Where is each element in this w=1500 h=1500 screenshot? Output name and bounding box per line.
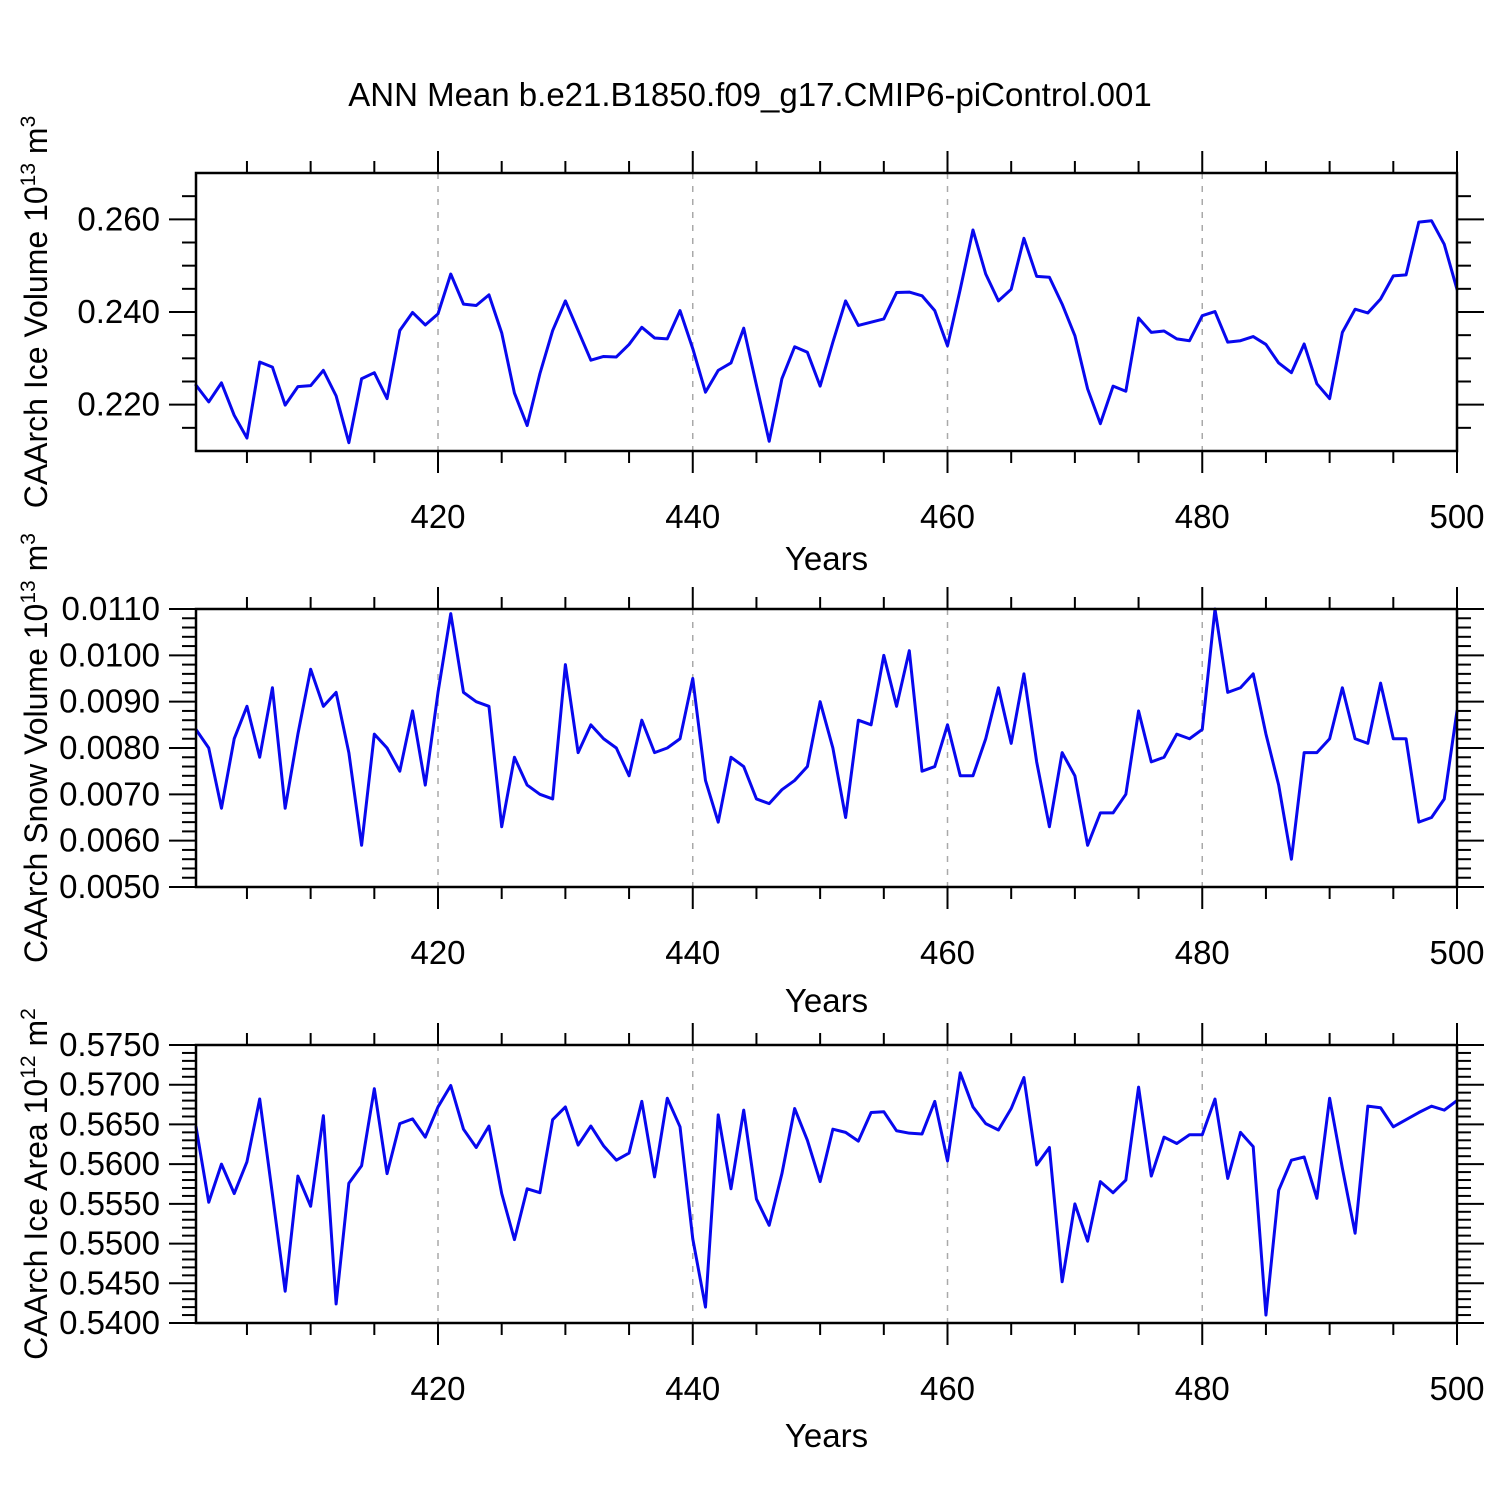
y-tick-label: 0.0060 <box>59 822 160 859</box>
y-ticks <box>169 195 1484 429</box>
plot-box <box>194 1043 1459 1325</box>
y-axis-title-unit-exponent: 3 <box>17 533 41 545</box>
y-tick-label: 0.5550 <box>59 1185 160 1222</box>
series-line <box>194 219 1459 445</box>
y-tick-label: 0.5450 <box>59 1264 160 1301</box>
x-tick-label: 440 <box>665 934 720 971</box>
x-tick-label: 420 <box>410 1370 465 1407</box>
x-ticks <box>245 1023 1458 1345</box>
y-tick-label: 0.5500 <box>59 1225 160 1262</box>
x-tick-label: 480 <box>1175 498 1230 535</box>
x-tick-label: 480 <box>1175 934 1230 971</box>
gridlines <box>437 1045 1204 1323</box>
x-ticks <box>245 151 1458 473</box>
x-tick-label: 420 <box>410 498 465 535</box>
gridlines <box>437 173 1204 451</box>
x-tick-label: 420 <box>410 934 465 971</box>
series-line <box>194 1071 1459 1317</box>
y-tick-label: 0.0090 <box>59 683 160 720</box>
x-tick-label: 500 <box>1429 1370 1484 1407</box>
y-ticks <box>169 608 1484 888</box>
x-tick-label: 440 <box>665 1370 720 1407</box>
y-tick-label: 0.0110 <box>62 590 160 627</box>
y-ticks <box>169 1044 1484 1324</box>
y-tick-label: 0.5600 <box>59 1145 160 1182</box>
y-tick-label: 0.0100 <box>59 636 160 673</box>
y-tick-label: 0.0070 <box>59 775 160 812</box>
y-axis-title-unit-exponent: 3 <box>17 115 41 128</box>
y-tick-label: 0.240 <box>77 293 160 330</box>
y-tick-label: 0.0050 <box>59 868 160 905</box>
x-tick-label: 500 <box>1429 934 1484 971</box>
x-tick-label: 440 <box>665 498 720 535</box>
y-tick-label: 0.220 <box>77 386 160 423</box>
x-tick-label: 460 <box>920 498 975 535</box>
series-line <box>194 607 1459 861</box>
y-tick-label: 0.0080 <box>59 729 160 766</box>
x-axis-title-snow-volume: Years <box>784 982 869 1019</box>
y-tick-label: 0.5400 <box>59 1304 160 1341</box>
x-axis-title-ice-area: Years <box>784 1417 869 1454</box>
y-tick-label: 0.5650 <box>59 1105 160 1142</box>
plot-ice-volume: 420 440 460 480 500 0.220 0.240 0.260 <box>77 151 1485 535</box>
x-tick-label: 460 <box>920 934 975 971</box>
x-tick-label: 480 <box>1175 1370 1230 1407</box>
plot-box <box>194 171 1459 453</box>
plot-snow-volume: 420 440 460 480 500 0.0050 0.0060 0.0070 0.0080 0… <box>59 587 1485 971</box>
x-ticks <box>245 587 1458 909</box>
y-tick-label: 0.5750 <box>59 1026 160 1063</box>
x-tick-label: 460 <box>920 1370 975 1407</box>
x-tick-label: 500 <box>1429 498 1484 535</box>
plot-ice-area: 420 440 460 480 5000.54000.54500.55000.55500… <box>59 1023 1485 1407</box>
y-tick-label: 0.260 <box>77 200 160 237</box>
figure-title: ANN Mean b.e21.B1850.f09_g17.CMIP6-piCon… <box>348 76 1152 113</box>
x-axis-title-ice-volume: Years <box>784 540 869 577</box>
y-tick-label: 0.5700 <box>59 1066 160 1103</box>
